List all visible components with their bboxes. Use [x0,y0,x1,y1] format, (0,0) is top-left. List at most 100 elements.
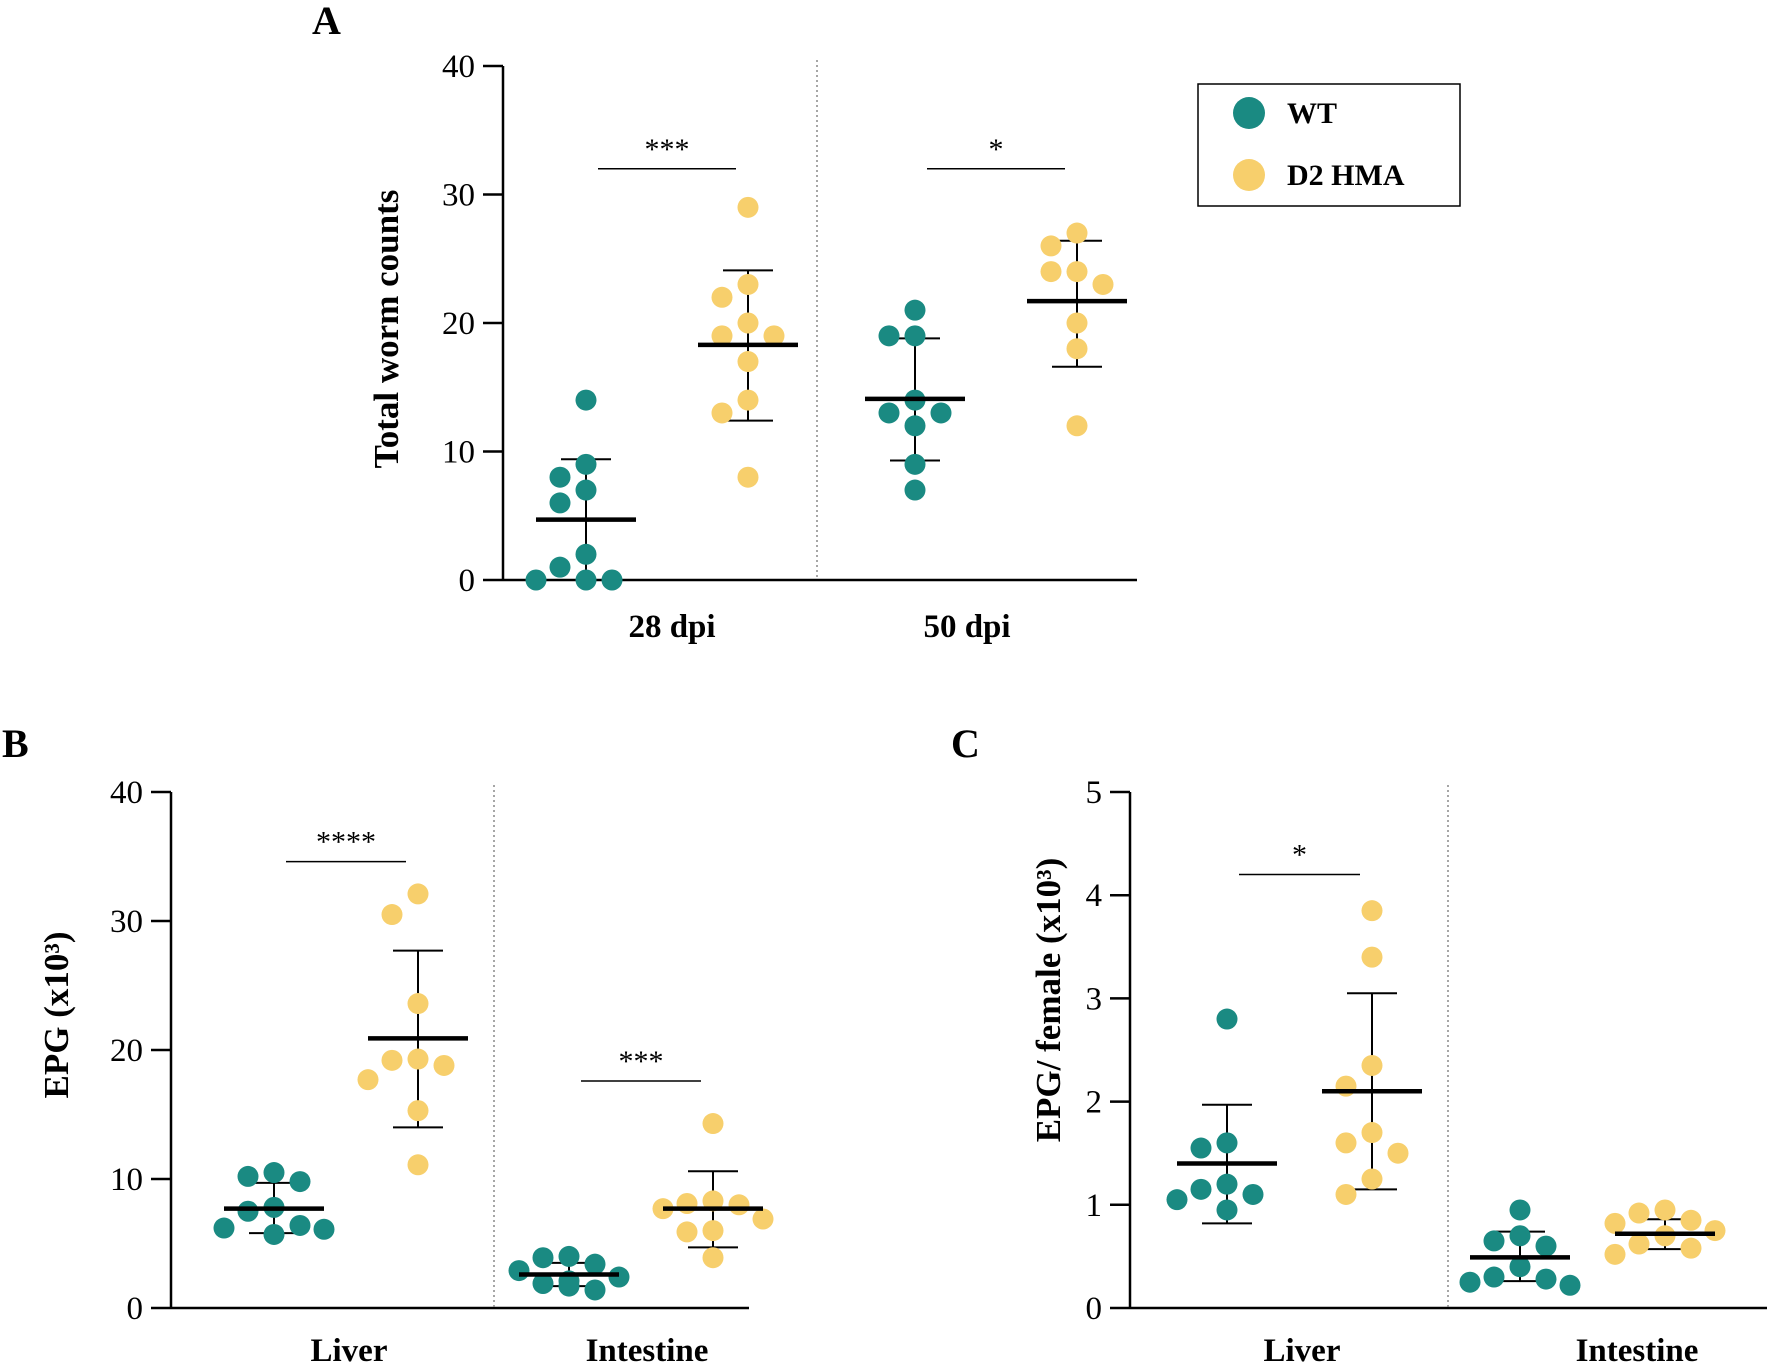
panel-a-y-tick-label: 10 [442,435,475,471]
panel-a-y-axis-title: Total worm counts [367,190,406,469]
panel-b-point-wt [584,1253,606,1275]
panel-b-point-d2hma [752,1208,774,1230]
panel-a-point-wt [575,543,597,565]
panel-b-point-wt [508,1260,530,1282]
panel-a-point-d2hma [1066,415,1088,437]
panel-c-point-d2hma [1387,1142,1409,1164]
panel-b-point-d2hma [702,1220,724,1242]
panel-c-point-wt [1216,1199,1238,1221]
panel-b-point-d2hma [728,1194,750,1216]
panel-b-point-wt [584,1279,606,1301]
panel-letter-c: C [951,721,980,766]
panel-b-y-axis-title: EPG (x10³) [37,931,76,1098]
panel-b-point-wt [263,1223,285,1245]
panel-b-point-wt [213,1217,235,1239]
panel-a-point-wt [575,389,597,411]
panel-b-point-wt [608,1266,630,1288]
panel-b-point-d2hma [407,883,429,905]
panel-b-point-d2hma [381,904,403,926]
panel-c-point-d2hma [1628,1233,1650,1255]
panel-c-y-tick-label: 1 [1086,1188,1103,1224]
panel-a-point-wt [904,453,926,475]
panel-c-point-d2hma [1680,1237,1702,1259]
panel-b-point-d2hma [407,993,429,1015]
panel-b-point-d2hma [702,1113,724,1135]
panel-b-point-wt [237,1200,259,1222]
panel-a-point-d2hma [737,196,759,218]
panel-c-point-d2hma [1361,946,1383,968]
panel-b-point-d2hma [407,1048,429,1070]
panel-b-point-d2hma [381,1049,403,1071]
panel-c-point-d2hma [1361,1168,1383,1190]
panel-b-point-wt [289,1171,311,1193]
panel-c-point-d2hma [1604,1243,1626,1265]
panel-c-significance-label: * [1292,839,1307,872]
panel-c-y-axis-title: EPG/ female (x10³) [1029,858,1068,1143]
legend-d2hma-marker [1233,159,1265,191]
panel-c-point-wt [1559,1274,1581,1296]
panel-a-y-tick-label: 30 [442,178,475,214]
panel-a-point-d2hma [711,286,733,308]
panel-a-point-d2hma [1066,222,1088,244]
panel-b-point-d2hma [676,1221,698,1243]
panel-a-point-wt [904,415,926,437]
panel-c-category-label-liver: Liver [1264,1333,1341,1367]
panel-a-point-d2hma [737,466,759,488]
panel-b-y-tick-label: 0 [127,1291,144,1327]
panel-c-point-d2hma [1654,1199,1676,1221]
panel-b-category-label-intestine: Intestine [586,1333,709,1367]
panel-c-point-d2hma [1335,1132,1357,1154]
panel-a-point-wt [549,492,571,514]
panel-c-point-d2hma [1704,1220,1726,1242]
panel-c-point-wt [1216,1132,1238,1154]
panel-b-y-tick-label: 20 [110,1033,143,1069]
panel-b-point-d2hma [357,1069,379,1091]
panel-b-category-label-liver: Liver [311,1333,388,1367]
panel-b-point-wt [289,1214,311,1236]
panel-b-point-d2hma [702,1247,724,1269]
legend-wt-label: WT [1287,97,1337,130]
panel-b-y-tick-label: 40 [110,775,143,811]
panel-b-point-wt [532,1247,554,1269]
panel-c-category-label-intestine: Intestine [1576,1333,1699,1367]
panel-b-point-wt [532,1272,554,1294]
panel-a-point-d2hma [1040,235,1062,257]
panel-b-point-d2hma [407,1100,429,1122]
panel-b-point-wt [263,1162,285,1184]
panel-a-point-wt [930,402,952,424]
panel-b-point-wt [558,1245,580,1267]
panel-b-y-tick-label: 10 [110,1162,143,1198]
panel-a-point-wt [575,453,597,475]
panel-a-point-d2hma [711,325,733,347]
panel-b-point-wt [558,1275,580,1297]
panel-a-point-d2hma [1040,261,1062,283]
panel-c-y-tick-label: 4 [1086,878,1103,914]
panel-b-point-wt [313,1218,335,1240]
panel-a-point-d2hma [1092,273,1114,295]
panel-a-point-d2hma [737,312,759,334]
panel-c-y-tick-label: 5 [1086,775,1103,811]
panel-c-point-d2hma [1680,1209,1702,1231]
panel-c-point-wt [1509,1225,1531,1247]
panel-c-point-d2hma [1361,1122,1383,1144]
panel-a-point-wt [878,402,900,424]
panel-c-point-wt [1190,1137,1212,1159]
panel-a-category-label-28dpi: 28 dpi [628,609,715,645]
legend-wt-marker [1233,97,1265,129]
panel-c-point-wt [1216,1008,1238,1030]
panel-c-point-wt [1190,1178,1212,1200]
panel-c-point-d2hma [1628,1202,1650,1224]
panel-a-significance-label: * [989,133,1004,166]
panel-c-point-wt [1483,1266,1505,1288]
panel-letter-b: B [2,721,29,766]
panel-a-y-tick-label: 0 [459,563,476,599]
panel-a-point-wt [601,569,623,591]
panel-a-point-wt [525,569,547,591]
panel-b-point-d2hma [407,1154,429,1176]
panel-c-point-d2hma [1604,1212,1626,1234]
panel-c-point-wt [1535,1268,1557,1290]
panel-a-category-label-50dpi: 50 dpi [923,609,1010,645]
panel-a-point-wt [575,569,597,591]
panel-b-point-d2hma [702,1190,724,1212]
panel-a-point-wt [904,479,926,501]
